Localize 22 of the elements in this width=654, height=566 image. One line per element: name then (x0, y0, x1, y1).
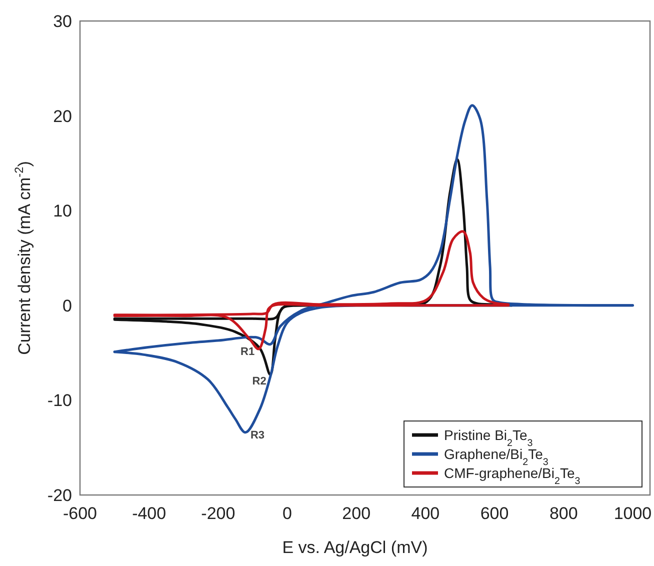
x-tick-label: -600 (62, 504, 98, 523)
y-tick-label: 10 (53, 202, 72, 221)
y-tick-label: 30 (53, 12, 72, 31)
x-tick-label: 600 (480, 504, 509, 523)
legend-label: Graphene/Bi$_{2}$Te$_{3}$ (444, 446, 549, 468)
x-tick-label: 200 (342, 504, 371, 523)
legend-label: Pristine Bi$_{2}$Te$_{3}$ (444, 427, 534, 448)
y-tick-label: -20 (47, 486, 72, 505)
y-tick-label: -10 (47, 391, 72, 410)
x-tick-label: -400 (132, 504, 166, 523)
annotation: R2 (252, 376, 266, 388)
annotation: R1 (240, 346, 255, 358)
y-tick-label: 20 (53, 106, 72, 126)
x-tick-label: 0 (282, 504, 292, 523)
x-tick-label: 800 (549, 504, 578, 523)
x-tick-label: 400 (411, 504, 440, 523)
y-tick-label: 0 (62, 296, 72, 316)
legend-label: CMF-graphene/Bi$_{2}$Te$_{3}$ (444, 465, 581, 486)
x-tick-label: 1000 (614, 504, 652, 523)
x-tick-label: -200 (201, 504, 236, 523)
annotation: R3 (250, 429, 265, 442)
x-axis-title: E vs. Ag/AgCl (mV) (282, 538, 428, 557)
